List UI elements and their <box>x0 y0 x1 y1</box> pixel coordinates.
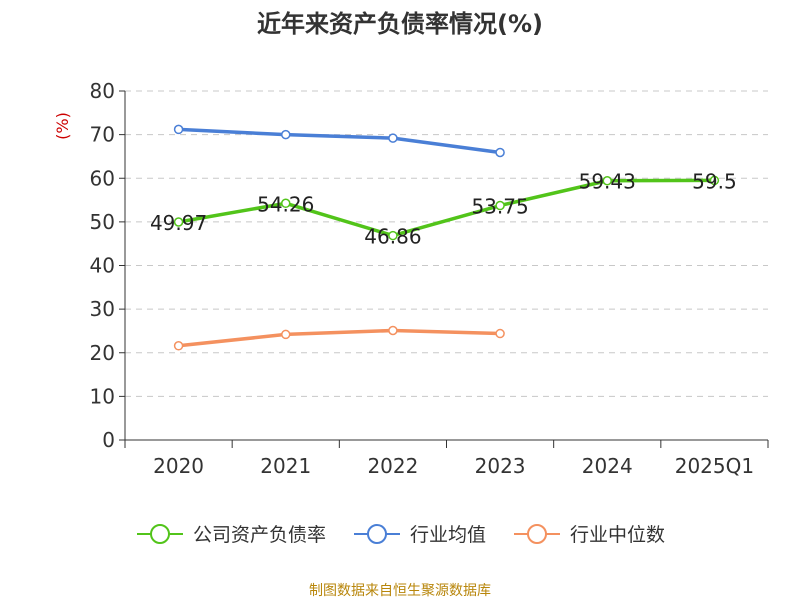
legend-line-marker-icon <box>353 523 400 544</box>
data-label: 49.97 <box>150 211 207 235</box>
data-point <box>709 175 720 186</box>
legend-item: 行业中位数 <box>512 520 665 547</box>
x-tick-label: 2023 <box>475 454 526 478</box>
grid-lines <box>125 90 768 397</box>
y-tick-label: 60 <box>90 166 115 190</box>
legend-item: 行业均值 <box>352 520 486 547</box>
data-point <box>173 341 184 351</box>
data-point <box>281 329 291 340</box>
y-tick-label: 80 <box>90 79 115 103</box>
x-tick-label: 2021 <box>260 454 311 478</box>
series-line <box>176 328 502 348</box>
data-point <box>281 198 291 209</box>
axes: 0 10 20 30 40 50 60 70 80 2020 2021 2022 2023 2024 202… <box>90 79 769 478</box>
legend-label: 公司资产负债率 <box>192 524 326 546</box>
legend-line-marker-icon <box>136 523 183 544</box>
x-tick-label: 2025Q1 <box>675 454 754 478</box>
legend-label: 行业均值 <box>409 524 486 546</box>
series-lines <box>173 124 720 351</box>
data-point <box>602 175 612 186</box>
series-line <box>176 127 502 155</box>
data-point <box>281 129 291 140</box>
legend-label: 行业中位数 <box>570 524 666 546</box>
legend: 公司资产负债率 行业均值 行业中位数 <box>0 520 800 547</box>
data-point <box>388 133 398 143</box>
data-label: 59.5 <box>692 169 737 193</box>
y-tick-label: 10 <box>90 384 115 408</box>
data-point <box>173 124 184 135</box>
y-tick-label: 0 <box>102 428 115 452</box>
data-point <box>173 217 184 227</box>
data-point <box>495 328 505 339</box>
y-axis-unit-label: (%) <box>53 112 72 140</box>
source-note: 制图数据来自恒生聚源数据库 <box>309 583 491 599</box>
x-tick-label: 2024 <box>582 454 633 478</box>
y-tick-label: 40 <box>90 254 115 278</box>
series-line <box>176 178 717 238</box>
data-point <box>495 200 505 211</box>
y-tick-label: 20 <box>90 341 115 365</box>
data-point <box>388 230 398 241</box>
data-label: 54.26 <box>257 192 314 216</box>
data-point <box>495 147 505 158</box>
legend-line-marker-icon <box>514 523 560 544</box>
x-tick-label: 2020 <box>153 454 204 478</box>
data-label: 59.43 <box>579 170 636 194</box>
data-point <box>388 325 398 336</box>
chart-title: 近年来资产负债率情况(%) <box>257 10 543 38</box>
x-tick-label: 2022 <box>367 454 418 478</box>
y-tick-label: 30 <box>90 297 115 321</box>
data-labels: 49.97 54.26 46.86 53.75 59.43 59.5 <box>150 169 737 248</box>
y-tick-label: 70 <box>90 123 115 147</box>
data-label: 46.86 <box>364 225 421 249</box>
y-tick-label: 50 <box>90 210 115 234</box>
data-label: 53.75 <box>471 195 528 219</box>
legend-item: 公司资产负债率 <box>135 520 326 547</box>
